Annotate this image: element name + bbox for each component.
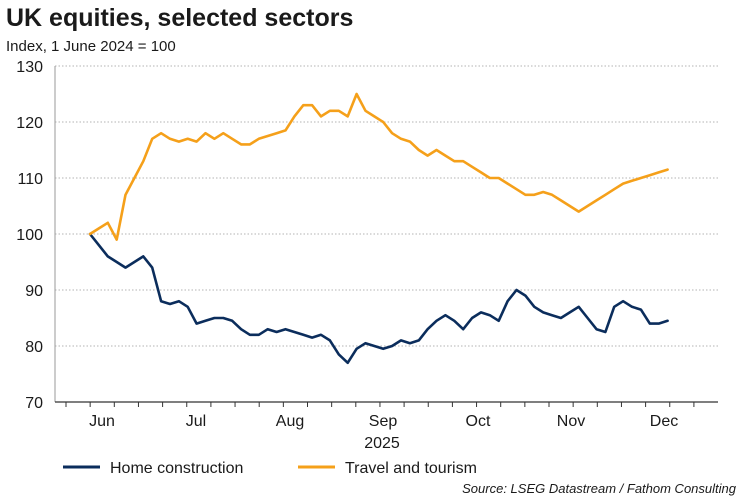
x-axis: Jun Jul Aug Sep Oct Nov Dec (55, 401, 718, 430)
chart-title: UK equities, selected sectors (6, 4, 354, 32)
y-tick-label: 90 (25, 283, 43, 300)
x-tick-label: Nov (557, 413, 585, 430)
y-tick-label: 110 (17, 171, 43, 188)
legend-label-home-construction: Home construction (110, 460, 243, 477)
y-tick-label: 80 (25, 339, 43, 356)
legend-label-travel-and-tourism: Travel and tourism (345, 460, 477, 477)
series-line-travel-and-tourism (88, 92, 669, 241)
x-tick-label: Oct (466, 413, 491, 430)
source-note: Source: LSEG Datastream / Fathom Consult… (462, 481, 736, 496)
x-tick-label: Sep (369, 413, 398, 430)
x-tick-label: Jul (186, 413, 206, 430)
x-axis-label: 2025 (364, 435, 400, 452)
x-tick-label: Jun (89, 413, 115, 430)
y-tick-label: 100 (16, 227, 43, 244)
series-lines (88, 92, 669, 365)
series-line-home-construction (88, 232, 669, 365)
x-tick-label: Dec (650, 413, 678, 430)
y-tick-label: 130 (16, 59, 43, 76)
x-tick-label: Aug (276, 413, 304, 430)
legend: Home construction Travel and tourism (63, 460, 477, 477)
y-tick-label: 120 (16, 115, 43, 132)
y-axis: 130 120 110 100 90 80 70 (16, 59, 56, 412)
chart-subtitle: Index, 1 June 2024 = 100 (6, 38, 176, 55)
y-tick-label: 70 (25, 395, 43, 412)
